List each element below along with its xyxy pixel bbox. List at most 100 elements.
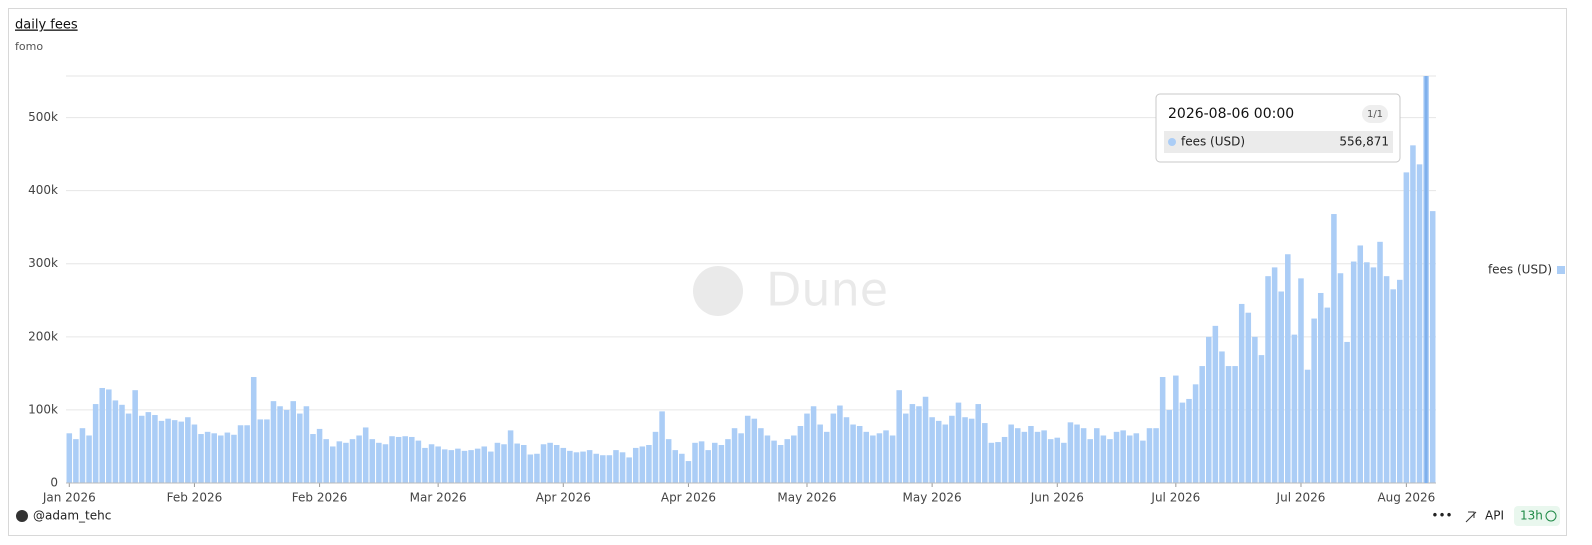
bar [507, 430, 514, 483]
bar [764, 435, 771, 483]
bar [316, 428, 323, 483]
bar [1311, 318, 1317, 483]
bar [1146, 428, 1153, 483]
bar [955, 402, 962, 483]
bar [290, 401, 297, 483]
api-icon [1465, 511, 1477, 523]
bar [171, 420, 178, 483]
bar [204, 431, 211, 483]
tooltip: 2026-08-06 00:00 1/1 fees (USD) 556,871 [1155, 93, 1401, 163]
tooltip-row [1164, 131, 1393, 153]
bar [889, 435, 896, 483]
bar [501, 444, 507, 483]
x-tick-label: May 2026 [903, 491, 962, 505]
bar [1350, 261, 1357, 483]
bar [231, 434, 237, 483]
bar [619, 452, 626, 483]
bar [823, 431, 830, 483]
bar [1317, 292, 1324, 483]
bar [1159, 377, 1166, 483]
bar [1008, 424, 1014, 483]
bar [461, 450, 468, 483]
bar [474, 448, 481, 483]
bar [540, 444, 547, 483]
bar [1370, 267, 1377, 483]
bar [178, 421, 185, 483]
more-menu[interactable]: ••• [1431, 509, 1452, 523]
bar [99, 387, 105, 483]
bar [1225, 366, 1232, 483]
bar [1403, 172, 1410, 483]
bar [850, 424, 856, 483]
bar [441, 449, 448, 483]
bar [1298, 278, 1304, 483]
bar [1245, 312, 1252, 483]
bar [771, 440, 777, 483]
bar [455, 448, 461, 483]
tooltip-series: fees (USD) [1181, 135, 1245, 149]
bar [198, 434, 204, 483]
y-tick-label: 500k [28, 110, 58, 124]
bar [1179, 402, 1186, 483]
bar [883, 430, 889, 483]
bar [488, 451, 494, 483]
y-tick-label: 100k [28, 402, 58, 416]
bar [125, 413, 132, 483]
bar [448, 450, 455, 483]
bar [66, 433, 73, 483]
bar [1074, 424, 1080, 483]
bar [916, 406, 922, 483]
bar [1120, 430, 1126, 483]
bar [409, 436, 415, 483]
bar [632, 447, 639, 483]
bar [626, 457, 632, 483]
bar [138, 415, 145, 483]
bar [1041, 430, 1047, 483]
bar [415, 440, 422, 483]
bar [929, 417, 935, 483]
age-badge [1514, 506, 1560, 526]
bar [336, 441, 343, 483]
chart-title[interactable]: daily fees [15, 18, 78, 33]
bar [191, 424, 198, 483]
bar [329, 446, 336, 483]
bar [1094, 428, 1100, 483]
x-tick-label: Mar 2026 [410, 491, 467, 505]
bar [1205, 336, 1212, 483]
bar [323, 439, 329, 483]
bar [86, 435, 92, 483]
bar [1087, 439, 1093, 483]
x-tick-label: Jul 2026 [1150, 491, 1200, 505]
bar [685, 461, 692, 483]
bar [343, 442, 349, 483]
age-check [1545, 510, 1557, 522]
bar [909, 404, 916, 483]
watermark: Dune [693, 263, 888, 317]
bar [830, 413, 837, 483]
bar [92, 404, 99, 483]
bar [1034, 431, 1041, 483]
bar [797, 425, 804, 483]
bar [1166, 409, 1173, 483]
api-button[interactable]: API [1485, 509, 1504, 523]
chart-subtitle: fomo [15, 40, 43, 53]
bar [718, 444, 725, 483]
bar [744, 415, 751, 483]
bar [1344, 341, 1350, 483]
bar [949, 415, 955, 483]
author[interactable]: @adam_tehc [33, 509, 111, 523]
bar [922, 396, 929, 483]
bar [1265, 276, 1271, 483]
bar [514, 443, 520, 483]
x-tick-label: Jan 2026 [42, 491, 96, 505]
bar [1028, 425, 1034, 483]
bar [1061, 442, 1067, 483]
bar [567, 450, 573, 483]
bar [211, 433, 217, 483]
bar [1001, 436, 1008, 483]
x-tick-label: Jul 2026 [1276, 491, 1326, 505]
bar [1021, 431, 1028, 483]
bar [395, 436, 402, 483]
bar [804, 413, 810, 483]
